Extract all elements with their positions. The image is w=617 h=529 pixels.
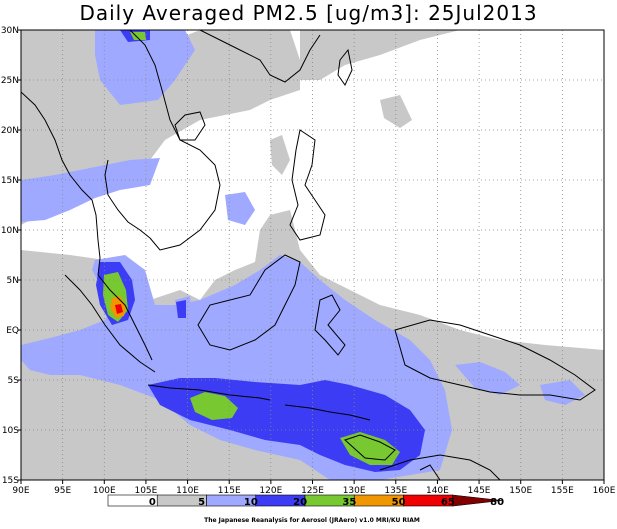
lat-tick-label: 25N (1, 76, 19, 86)
colorbar-label: 65 (441, 497, 455, 508)
coast-sumatra-west (64, 274, 156, 373)
lat-tick-label: 10S (2, 426, 19, 436)
axis-ticks: 90E 95E 100E 105E 110E 115E 120E 125E 130E 135E 14… (1, 26, 616, 496)
coast-philippines (289, 129, 326, 241)
lon-tick-label: 100E (93, 486, 116, 496)
coast-australia-north (379, 454, 501, 480)
coast-hainan (174, 111, 206, 141)
coast-malay-peninsula (97, 274, 153, 361)
lon-tick-label: 120E (259, 486, 282, 496)
lon-tick-label: 140E (426, 486, 449, 496)
map-title: Daily Averaged PM2.5 [ug/m3]: 25Jul2013 (79, 1, 538, 25)
lat-tick-label: 15S (2, 476, 19, 486)
colorbar-label: 20 (293, 497, 307, 508)
coastlines (21, 30, 596, 480)
coast-java (147, 384, 271, 401)
coast-timor (344, 434, 396, 461)
coast-india-burma (21, 91, 101, 276)
lon-tick-label: 110E (176, 486, 199, 496)
lon-tick-label: 135E (384, 486, 407, 496)
concentration-fields (21, 30, 604, 480)
coast-sulawesi (314, 294, 346, 356)
lon-tick-label: 130E (343, 486, 366, 496)
lat-tick-label: 5S (8, 376, 20, 386)
colorbar-label: 35 (342, 497, 356, 508)
lon-tick-label: 115E (218, 486, 241, 496)
coast-lesser-sunda (284, 404, 371, 421)
lon-tick-label: 150E (509, 486, 532, 496)
coast-new-guinea (394, 319, 596, 401)
lat-tick-label: 15N (1, 176, 19, 186)
colorbar-label: 5 (198, 497, 205, 508)
coast-borneo (197, 254, 301, 351)
coast-china-south (199, 30, 321, 83)
colorbar-label: 10 (244, 497, 258, 508)
coast-gulf-thailand (104, 159, 151, 239)
colorbar-label: 0 (149, 497, 156, 508)
lon-tick-label: 90E (12, 486, 29, 496)
green-contour-35-50 (103, 32, 400, 465)
lon-tick-label: 160E (593, 486, 616, 496)
colorbar-label: 80 (490, 497, 504, 508)
lon-tick-label: 125E (301, 486, 324, 496)
lat-tick-label: 5N (7, 276, 19, 286)
red-contour-65-80 (115, 304, 123, 314)
lon-tick-label: 155E (551, 486, 574, 496)
colorbar-swatch (452, 494, 503, 507)
coast-australia-gulf (419, 464, 441, 480)
lon-tick-label: 95E (54, 486, 71, 496)
coast-indochina (129, 30, 221, 251)
colorbar-label: 50 (392, 497, 406, 508)
lon-tick-label: 105E (134, 486, 157, 496)
lat-tick-label: EQ (6, 326, 19, 336)
coast-taiwan (337, 48, 353, 86)
lat-tick-label: 10N (1, 226, 19, 236)
lat-tick-label: 20N (1, 126, 19, 136)
lat-tick-label: 30N (1, 26, 19, 36)
lon-tick-label: 145E (468, 486, 491, 496)
credit-text: The Japanese Reanalysis for Aerosol (JRA… (204, 517, 420, 524)
grid-lines (21, 30, 604, 480)
colorbar: 0 5 10 20 35 50 65 80 (107, 494, 504, 508)
